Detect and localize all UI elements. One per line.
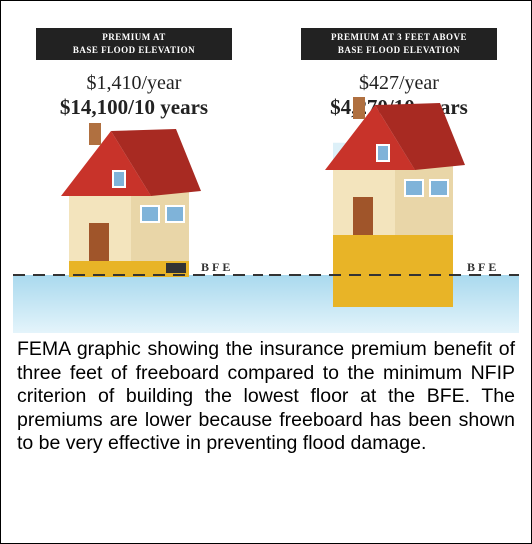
ten-year-premium: $14,100/10 years <box>60 95 208 119</box>
infographic: PREMIUM AT BASE FLOOD ELEVATION PREMIUM … <box>1 1 531 336</box>
annual-premium: $1,410/year <box>87 72 182 94</box>
header-line: PREMIUM AT 3 FEET ABOVE <box>331 32 467 42</box>
header-line: BASE FLOOD ELEVATION <box>73 45 195 55</box>
caption: FEMA graphic showing the insurance premi… <box>17 338 515 456</box>
header-line: BASE FLOOD ELEVATION <box>338 45 460 55</box>
house <box>61 123 201 277</box>
bfe-label: BFE <box>467 260 499 274</box>
header-line: PREMIUM AT <box>102 32 166 42</box>
bfe-label: BFE <box>201 260 233 274</box>
annual-premium: $427/year <box>359 72 439 94</box>
page: PREMIUM AT BASE FLOOD ELEVATION PREMIUM … <box>0 0 532 544</box>
